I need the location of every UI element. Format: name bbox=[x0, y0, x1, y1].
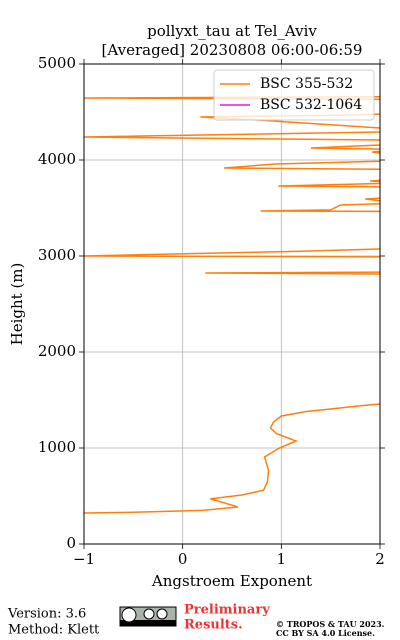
y-tick-label: 0 bbox=[66, 534, 76, 552]
y-tick-label: 2000 bbox=[38, 342, 76, 360]
legend: BSC 355-532 BSC 532-1064 bbox=[213, 69, 375, 121]
chart-subtitle: [Averaged] 20230808 06:00-06:59 bbox=[102, 41, 363, 59]
y-axis-label: Height (m) bbox=[8, 263, 26, 346]
x-tick-label: 0 bbox=[178, 550, 188, 568]
profile-line bbox=[84, 96, 380, 514]
y-tick-label: 1000 bbox=[38, 438, 76, 456]
chart-title: pollyxt_tau at Tel_Aviv bbox=[147, 22, 317, 40]
x-tick-label: 2 bbox=[375, 550, 385, 568]
y-tick-label: 5000 bbox=[38, 54, 76, 72]
x-axis-label: Angstroem Exponent bbox=[151, 572, 312, 590]
legend-label: BSC 532-1064 bbox=[260, 97, 362, 113]
axes-frame bbox=[83, 63, 381, 545]
y-tick-label: 4000 bbox=[38, 150, 76, 168]
preliminary: Preliminary bbox=[184, 603, 270, 618]
y-tick-label: 3000 bbox=[38, 246, 76, 264]
copyright: © TROPOS & TAU 2023. bbox=[276, 619, 385, 629]
cc-logo bbox=[119, 606, 177, 627]
version: Version: 3.6 bbox=[7, 607, 86, 622]
x-tick-label: −1 bbox=[73, 550, 95, 568]
legend-frame bbox=[213, 69, 375, 121]
method: Method: Klett bbox=[8, 623, 100, 638]
preliminary: Results. bbox=[184, 618, 243, 633]
legend-label: BSC 355-532 bbox=[260, 76, 353, 92]
copyright: CC BY SA 4.0 License. bbox=[276, 628, 375, 638]
x-tick-label: 1 bbox=[277, 550, 287, 568]
